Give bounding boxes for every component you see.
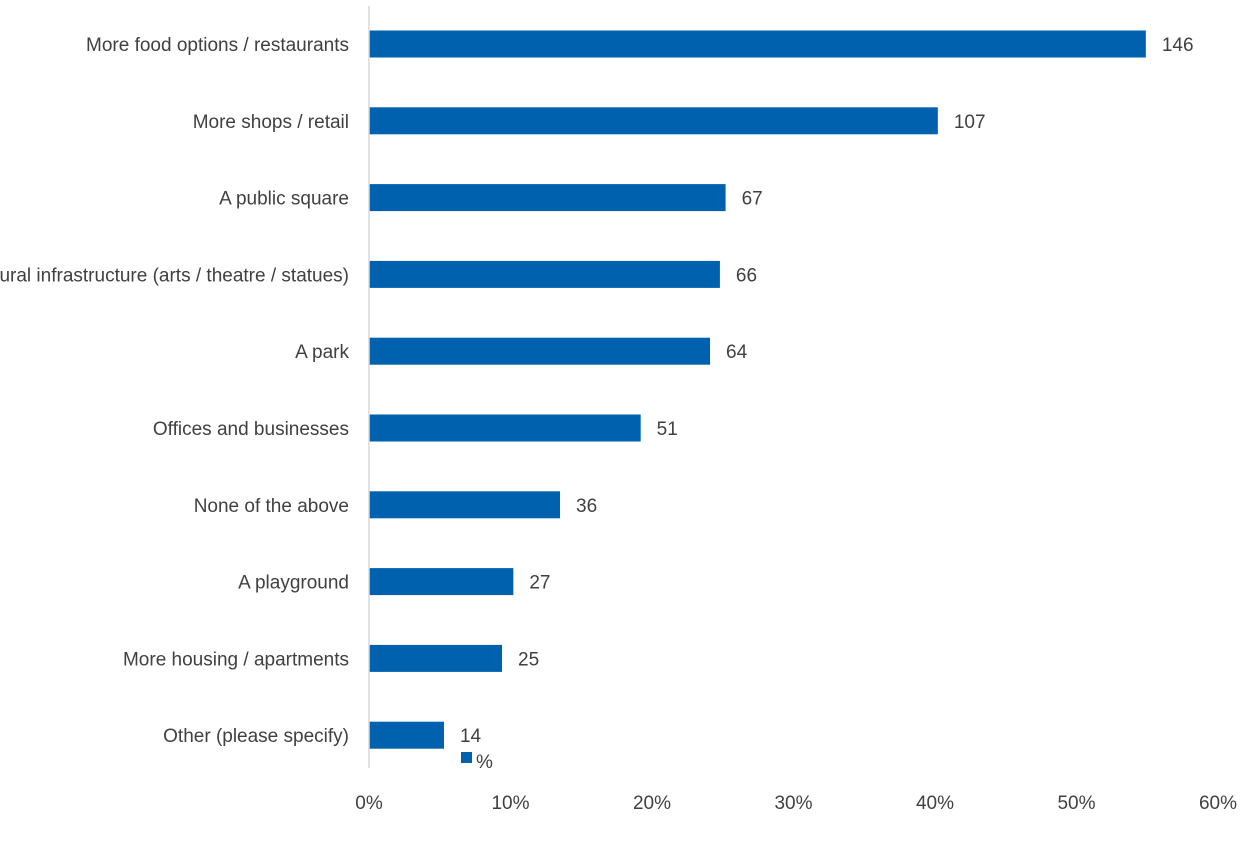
- bar-value-label: 146: [1162, 35, 1194, 56]
- legend: %: [461, 752, 493, 773]
- category-label: A playground: [238, 573, 349, 594]
- data-labels: 146 107 67 66 64 51 36 27 25 14: [460, 35, 1194, 747]
- category-label: More shops / retail: [193, 112, 349, 133]
- category-label: Other (please specify): [163, 726, 349, 747]
- category-label: Offices and businesses: [153, 419, 349, 440]
- bar-value-label: 27: [529, 573, 550, 594]
- bar-value-label: 66: [736, 265, 757, 286]
- bar: [369, 107, 938, 135]
- bar: [369, 568, 514, 596]
- category-label: A public square: [219, 189, 349, 210]
- category-label: Cultural infrastructure (arts / theatre …: [0, 265, 349, 286]
- bars-layer: [369, 30, 1146, 749]
- bar-value-label: 51: [657, 419, 678, 440]
- bar: [369, 491, 561, 519]
- legend-label: %: [476, 752, 493, 773]
- x-tick-label: 20%: [633, 793, 671, 814]
- x-tick-label: 40%: [916, 793, 954, 814]
- x-tick-label: 50%: [1057, 793, 1095, 814]
- category-label: A park: [295, 342, 349, 363]
- category-label: More housing / apartments: [123, 649, 349, 670]
- bar-value-label: 25: [518, 649, 539, 670]
- bar-value-label: 107: [954, 112, 986, 133]
- x-axis-tick-labels: 0% 10% 20% 30% 40% 50% 60%: [355, 793, 1237, 814]
- legend-swatch: [461, 752, 472, 763]
- category-labels: More food options / restaurants More shop…: [0, 35, 349, 747]
- category-label: None of the above: [194, 496, 349, 517]
- bar: [369, 337, 711, 365]
- bar-value-label: 36: [576, 496, 597, 517]
- bar: [369, 414, 641, 442]
- x-tick-label: 0%: [355, 793, 383, 814]
- bar: [369, 644, 503, 672]
- bar-value-label: 67: [742, 189, 763, 210]
- x-tick-label: 30%: [774, 793, 812, 814]
- bar: [369, 30, 1146, 58]
- category-label: More food options / restaurants: [86, 35, 349, 56]
- bar-value-label: 14: [460, 726, 482, 747]
- bar-value-label: 64: [726, 342, 748, 363]
- bar: [369, 260, 720, 288]
- x-tick-label: 10%: [491, 793, 529, 814]
- x-tick-label: 60%: [1199, 793, 1237, 814]
- bar: [369, 184, 726, 212]
- bar: [369, 721, 444, 749]
